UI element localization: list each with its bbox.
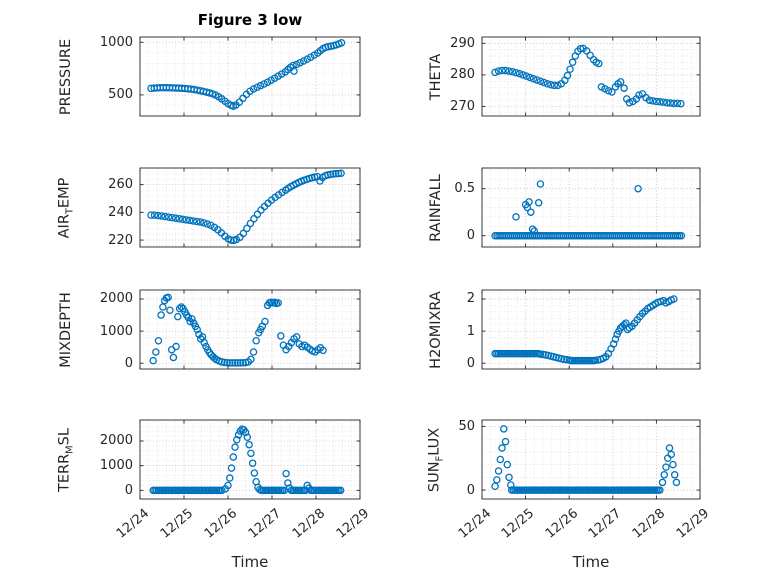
scatter-points (149, 425, 345, 495)
y-axis-label: PRESSURE (58, 38, 74, 115)
y-tick-label: 270 (450, 99, 475, 115)
y-axis-label: H2OMIXRA (428, 290, 444, 369)
scatter-points (147, 39, 346, 110)
y-tick-label: 50 (458, 418, 475, 434)
y-tick-label: 2000 (99, 291, 133, 307)
scatter-points (149, 293, 327, 367)
y-tick-label: 1000 (99, 34, 133, 50)
plot-area-mixdepth (139, 289, 361, 370)
y-tick-label: 290 (450, 35, 475, 51)
scatter-points (491, 425, 681, 494)
y-tick-label: 1 (466, 323, 475, 339)
x-axis-label: Time (231, 553, 269, 571)
y-axis-label: SUNFLUX (426, 427, 446, 492)
x-axis-label: Time (572, 553, 610, 571)
y-tick-label: 2000 (99, 433, 133, 449)
y-axis-label: AIRTEMP (56, 177, 76, 238)
scatter-points (491, 180, 686, 240)
y-tick-label: 500 (108, 87, 133, 103)
y-tick-label: 1000 (99, 458, 133, 474)
scatter-points (147, 169, 345, 245)
plot-area-terr_msl (139, 419, 361, 500)
plot-area-sun_flux (481, 419, 701, 500)
y-tick-label: 0 (124, 355, 133, 371)
y-tick-label: 1000 (99, 323, 133, 339)
y-tick-label: 0 (124, 482, 133, 498)
y-tick-label: 0 (466, 228, 475, 244)
y-tick-label: 260 (108, 177, 133, 193)
y-tick-label: 240 (108, 204, 133, 220)
y-axis-label: RAINFALL (428, 173, 444, 242)
figure-title: Figure 3 low (197, 11, 303, 29)
y-tick-label: 0 (466, 355, 475, 371)
plot-area-pressure (139, 36, 361, 117)
y-tick-label: 2 (466, 291, 475, 307)
plot-area-rainfall (481, 167, 701, 248)
y-tick-label: 0 (466, 482, 475, 498)
plot-area-air_temp (139, 167, 361, 248)
y-axis-label: MIXDEPTH (58, 291, 74, 368)
y-tick-label: 220 (108, 232, 133, 248)
scatter-points (491, 44, 685, 108)
y-axis-label: TERRMSL (56, 427, 76, 492)
y-tick-label: 280 (450, 67, 475, 83)
plot-area-theta (481, 36, 701, 117)
scatter-points (491, 295, 678, 365)
y-tick-label: 0.5 (454, 181, 475, 197)
y-axis-label: THETA (428, 53, 444, 100)
plot-area-h2omixra (481, 289, 701, 370)
